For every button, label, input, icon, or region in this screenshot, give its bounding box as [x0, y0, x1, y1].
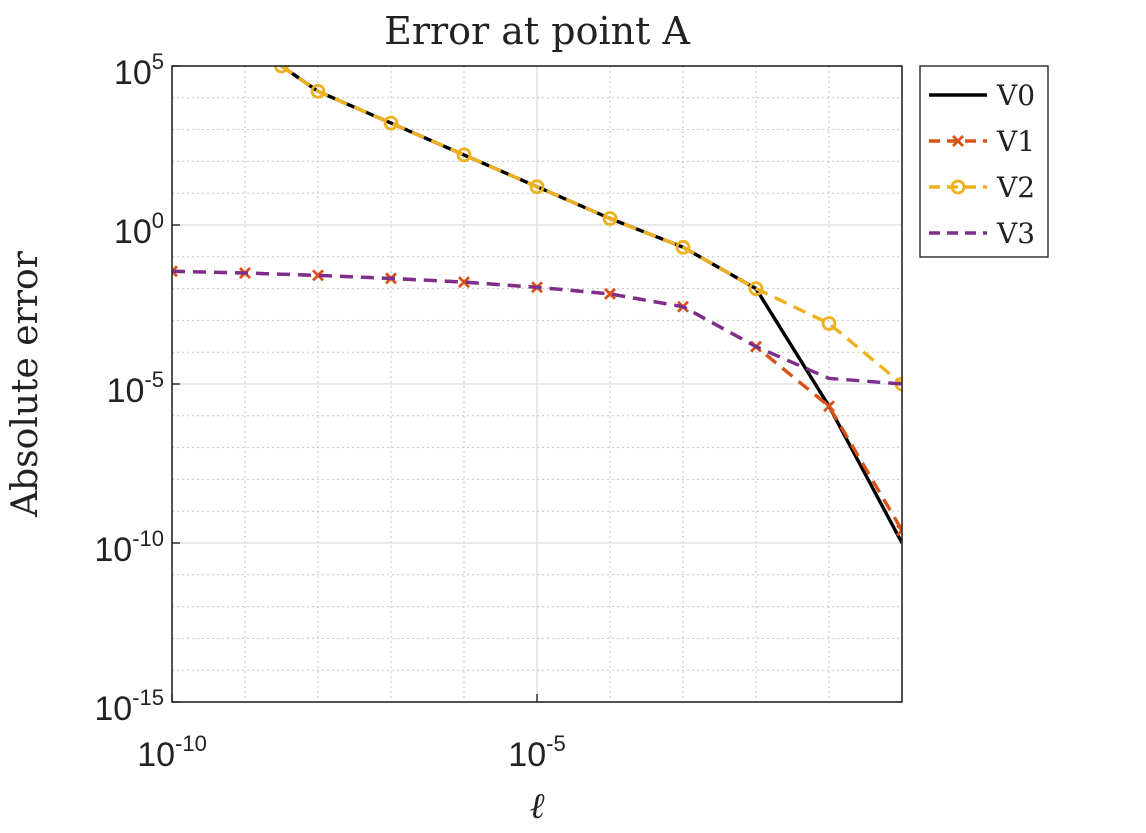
legend-entry: V2 [929, 171, 1035, 204]
legend-label: V2 [996, 171, 1035, 204]
point-marker-x [458, 276, 470, 289]
point-marker-x [312, 269, 324, 282]
point-marker-circle [675, 239, 691, 255]
legend-entry: V1 [929, 125, 1035, 158]
chart-title: Error at point A [384, 9, 690, 53]
y-tick-label: 10-15 [94, 685, 164, 728]
tick-exponent: 5 [152, 49, 164, 74]
y-axis-label: Absolute error [5, 250, 46, 518]
point-marker-circle [456, 147, 472, 163]
y-tick-label: 10-5 [107, 367, 164, 410]
point-marker-circle [529, 179, 545, 195]
series-line [280, 66, 902, 386]
x-tick-label: 10-10 [137, 731, 207, 774]
series-V3 [172, 269, 902, 386]
point-marker-x [172, 265, 178, 278]
tick-base: 10 [107, 372, 145, 410]
point-marker-circle [821, 316, 837, 331]
point-marker-circle [310, 83, 326, 99]
tick-base: 10 [508, 736, 546, 774]
point-marker-circle [274, 66, 289, 74]
legend-label: V1 [996, 125, 1035, 158]
tick-exponent: -5 [546, 731, 566, 756]
point-marker-circle [748, 281, 764, 297]
tick-base: 10 [114, 213, 152, 251]
legend-entry: V0 [929, 79, 1035, 112]
point-marker-circle [383, 115, 399, 131]
series-V2 [274, 66, 902, 392]
point-marker-x [604, 287, 616, 300]
point-marker-x [823, 400, 835, 413]
point-marker-x [896, 524, 902, 537]
legend-entry: V3 [929, 217, 1035, 250]
x-tick-label: 10-5 [508, 731, 565, 774]
series-line [172, 269, 902, 386]
tick-base: 10 [137, 736, 175, 774]
point-marker-circle [950, 179, 966, 195]
tick-exponent: -10 [132, 526, 164, 551]
tick-exponent: -10 [175, 731, 207, 756]
legend-label: V3 [996, 217, 1035, 250]
x-axis-label: ℓ [530, 786, 545, 827]
point-marker-circle [602, 211, 618, 226]
point-marker-x [952, 135, 964, 147]
series-V0 [280, 66, 902, 544]
tick-exponent: -5 [144, 367, 164, 392]
legend-label: V0 [996, 79, 1035, 112]
y-tick-label: 10-10 [94, 526, 164, 569]
y-tick-label: 105 [114, 49, 164, 92]
legend-box [919, 65, 1049, 258]
legend: V0 V1 V2 V3 [919, 65, 1049, 258]
series-layer [172, 66, 902, 544]
y-tick-label: 100 [114, 208, 164, 251]
tick-base: 10 [94, 531, 132, 569]
grid [172, 66, 902, 702]
tick-base: 10 [94, 690, 132, 728]
tick-exponent: 0 [152, 208, 164, 233]
tick-base: 10 [114, 54, 152, 92]
tick-exponent: -15 [132, 685, 164, 710]
series-line [280, 66, 902, 544]
